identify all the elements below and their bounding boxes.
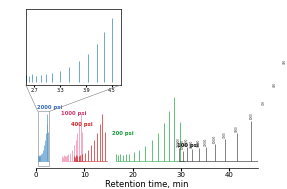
- Text: 400 psi: 400 psi: [71, 122, 92, 127]
- Text: 10000: 10000: [213, 135, 217, 143]
- Text: 300: 300: [283, 59, 287, 64]
- Text: 200000: 200000: [177, 137, 181, 147]
- Text: 200 psi: 200 psi: [112, 131, 134, 136]
- Text: 100 psi: 100 psi: [177, 143, 199, 148]
- X-axis label: Retention time, min: Retention time, min: [105, 180, 189, 189]
- Text: 30000: 30000: [197, 139, 201, 147]
- Text: 2000 psi: 2000 psi: [37, 105, 63, 111]
- Text: 70000: 70000: [185, 137, 189, 146]
- Text: 20000: 20000: [204, 137, 208, 146]
- Text: 400: 400: [273, 82, 277, 87]
- Text: 7000: 7000: [223, 132, 227, 138]
- Bar: [38, 112, 49, 166]
- Text: 100000: 100000: [181, 139, 185, 149]
- Text: 40000: 40000: [190, 140, 194, 148]
- Text: 3000: 3000: [235, 125, 239, 132]
- Text: 700: 700: [262, 101, 266, 105]
- Text: 1000 psi: 1000 psi: [61, 111, 86, 115]
- Text: 1000: 1000: [249, 113, 253, 119]
